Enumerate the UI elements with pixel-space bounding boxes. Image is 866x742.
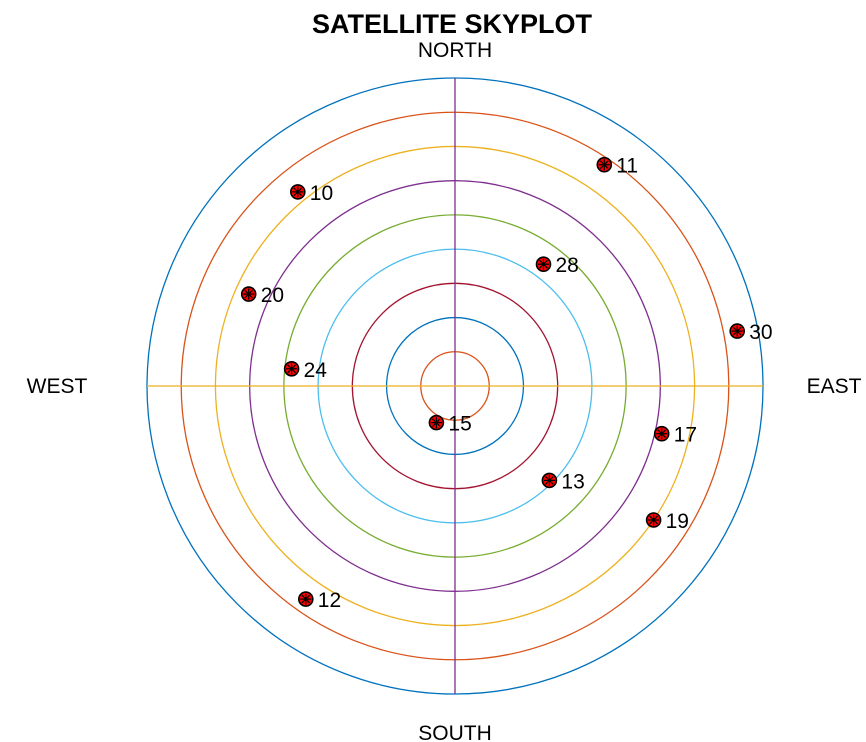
direction-label-south: SOUTH: [418, 722, 492, 742]
satellite-30: 30: [729, 321, 773, 344]
satellite-asterisk: [243, 288, 255, 300]
chart-title: SATELLITE SKYPLOT: [312, 9, 593, 39]
satellite-20: 20: [240, 284, 284, 307]
satellite-19: 19: [645, 510, 689, 533]
satellite-13: 13: [541, 470, 585, 493]
satellite-label: 11: [616, 155, 638, 178]
satellite-label: 19: [666, 510, 689, 533]
satellite-label: 12: [318, 589, 341, 612]
satellite-17: 17: [653, 424, 697, 447]
satellite-asterisk: [286, 363, 298, 375]
satellite-label: 10: [310, 182, 333, 205]
satellite-label: 13: [561, 470, 584, 493]
satellite-asterisk: [292, 186, 304, 198]
satellite-11: 11: [596, 155, 638, 178]
satellite-28: 28: [535, 254, 579, 277]
direction-label-north: NORTH: [418, 39, 492, 62]
satellite-label: 28: [556, 254, 579, 277]
satellite-label: 15: [448, 413, 471, 436]
satellite-24: 24: [283, 359, 328, 382]
satellite-label: 17: [674, 424, 697, 447]
satellite-label: 30: [749, 321, 772, 344]
satellite-asterisk: [300, 593, 312, 605]
satellite-label: 24: [304, 359, 328, 382]
compass-axes: [147, 78, 763, 694]
satellite-10: 10: [289, 182, 333, 205]
satellite-15: 15: [428, 413, 472, 436]
satellite-markers: 11 10 28 20 30 24 17 15 13 19 12: [240, 155, 773, 612]
satellite-asterisk: [656, 428, 668, 440]
satellite-asterisk: [543, 474, 555, 486]
satellite-12: 12: [297, 589, 341, 612]
satellite-asterisk: [598, 159, 610, 171]
satellite-asterisk: [731, 325, 743, 337]
satellite-asterisk: [648, 514, 660, 526]
satellite-asterisk: [538, 258, 549, 270]
direction-label-west: WEST: [27, 375, 88, 398]
satellite-label: 20: [261, 284, 284, 307]
direction-label-east: EAST: [807, 375, 862, 398]
satellite-asterisk: [430, 417, 442, 429]
